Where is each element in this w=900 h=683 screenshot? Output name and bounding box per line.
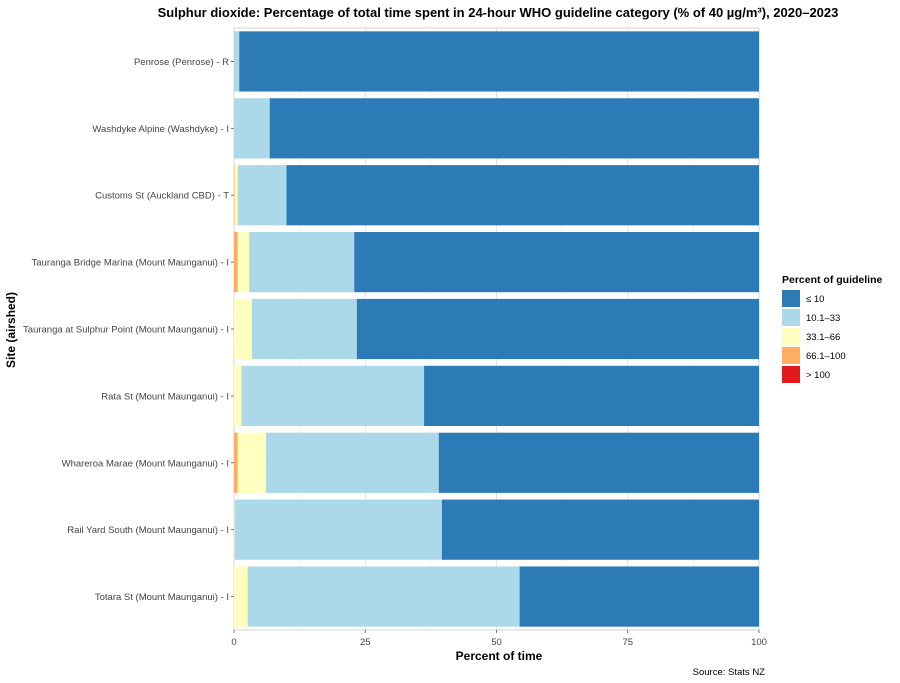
- y-axis-title: Site (airshed): [4, 292, 18, 368]
- legend-label: ≤ 10: [806, 294, 824, 305]
- bar-segment: [251, 298, 357, 360]
- bar-segment: [234, 499, 442, 560]
- bar-segment: [237, 165, 287, 226]
- bar-segment: [237, 232, 250, 293]
- legend-swatch: [782, 290, 800, 307]
- bars: [234, 31, 759, 627]
- x-tick-labels: 0 25 50 75 100: [231, 637, 767, 648]
- bar-segment: [241, 365, 425, 426]
- legend-label: 66.1–100: [806, 351, 846, 362]
- x-axis-title: Percent of time: [456, 649, 543, 663]
- legend-swatch: [782, 366, 800, 383]
- chart-title: Sulphur dioxide: Percentage of total tim…: [158, 5, 839, 20]
- y-tick-label: Penrose (Penrose) - R: [134, 57, 229, 68]
- y-tick-label: Washdyke Alpine (Washdyke) - I: [92, 124, 229, 135]
- y-tick-label: Rail Yard South (Mount Maunganui) - I: [67, 525, 229, 536]
- bar-segment: [234, 98, 270, 159]
- x-tick-label: 50: [491, 637, 502, 648]
- bar-segment: [234, 165, 238, 226]
- legend-swatch: [782, 309, 800, 326]
- bar-segment: [356, 298, 759, 360]
- bar-segment: [269, 98, 759, 159]
- x-tick-label: 100: [751, 637, 767, 648]
- bar-segment: [234, 298, 252, 360]
- y-tick-label: Whareroa Marae (Mount Maunganui) - I: [62, 458, 229, 469]
- legend: Percent of guideline ≤ 10 10.1–33 33.1–66 6…: [782, 274, 883, 383]
- bar-segment: [247, 566, 520, 627]
- legend-label: 33.1–66: [806, 332, 840, 343]
- y-tick-label: Tauranga at Sulphur Point (Mount Maungan…: [23, 325, 229, 336]
- bar-segment: [234, 566, 248, 627]
- bar-segment: [234, 499, 235, 560]
- bar-segment: [354, 232, 759, 293]
- bar-segment: [234, 365, 242, 426]
- source-note: Source: Stats NZ: [693, 667, 766, 678]
- bar-segment: [239, 31, 759, 92]
- y-tick-label: Tauranga Bridge Marina (Mount Maunganui)…: [32, 258, 230, 269]
- bar-segment: [438, 432, 759, 493]
- bar-segment: [234, 165, 235, 226]
- y-tick-labels: Penrose (Penrose) - R Washdyke Alpine (Wa…: [23, 57, 229, 603]
- bar-segment: [519, 566, 759, 627]
- bar-segment: [234, 232, 238, 293]
- y-tick-label: Totara St (Mount Maunganui) - I: [95, 592, 229, 603]
- x-tick-label: 0: [231, 637, 236, 648]
- legend-label: 10.1–33: [806, 313, 840, 324]
- x-tick-label: 75: [622, 637, 633, 648]
- legend-label: > 100: [806, 370, 830, 381]
- y-tick-label: Rata St (Mount Maunganui) - I: [101, 391, 229, 402]
- x-tick-label: 25: [360, 637, 371, 648]
- bar-segment: [441, 499, 759, 560]
- bar-segment: [237, 432, 267, 493]
- legend-swatch: [782, 328, 800, 345]
- bar-segment: [234, 432, 238, 493]
- bar-segment: [266, 432, 439, 493]
- y-tick-label: Customs St (Auckland CBD) - T: [95, 191, 229, 202]
- bar-segment: [234, 31, 240, 92]
- legend-swatch: [782, 347, 800, 364]
- bar-segment: [424, 365, 759, 426]
- legend-title: Percent of guideline: [782, 274, 883, 286]
- bar-segment: [249, 232, 355, 293]
- bar-segment: [286, 165, 759, 226]
